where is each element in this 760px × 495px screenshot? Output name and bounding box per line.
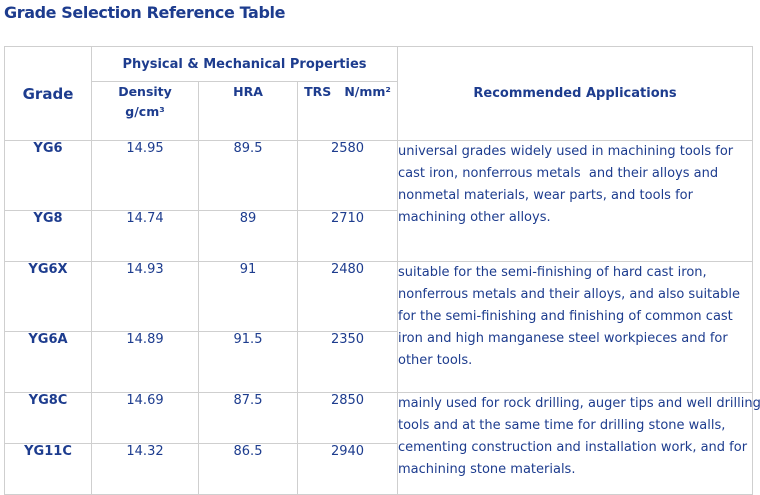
- application-line: for the semi-finishing and finishing of …: [398, 309, 733, 324]
- trs-cell: 2850: [297, 392, 398, 444]
- density-cell: 14.32: [91, 443, 199, 495]
- header-density-label: Density: [118, 84, 172, 99]
- trs-cell: 2480: [297, 261, 398, 332]
- application-line: iron and high manganese steel workpieces…: [398, 331, 728, 346]
- table-row: YG11C 14.32 86.5 2940: [4, 443, 753, 495]
- header-row-top: Grade Physical & Mechanical Properties R…: [4, 46, 753, 141]
- header-grade: Grade: [4, 46, 92, 141]
- application-line: machining stone materials.: [398, 462, 576, 477]
- header-applications: Recommended Applications: [397, 46, 753, 141]
- header-properties-group: Physical & Mechanical Properties: [91, 46, 398, 82]
- density-cell: 14.89: [91, 331, 199, 393]
- page-title: Grade Selection Reference Table: [4, 3, 286, 22]
- grade-cell: YG6X: [4, 261, 92, 332]
- hra-cell: 91.5: [198, 331, 298, 393]
- applications-cell: universal grades widely used in machinin…: [397, 140, 753, 262]
- table-row: YG8 14.74 89 2710: [4, 210, 753, 262]
- application-line: other tools.: [398, 353, 473, 368]
- trs-cell: 2350: [297, 331, 398, 393]
- hra-cell: 89: [198, 210, 298, 262]
- applications-cell: mainly used for rock drilling, auger tip…: [397, 392, 760, 495]
- applications-cell: suitable for the semi-finishing of hard …: [397, 261, 753, 393]
- application-line: suitable for the semi-finishing of hard …: [398, 265, 707, 280]
- grade-table: Grade Physical & Mechanical Properties R…: [4, 46, 760, 495]
- grade-cell: YG11C: [4, 443, 92, 495]
- density-cell: 14.74: [91, 210, 199, 262]
- density-cell: 14.95: [91, 140, 199, 211]
- application-line: cementing construction and installation …: [398, 440, 748, 455]
- header-row-sub: Density g/cm³ HRA TRS N/mm²: [5, 81, 753, 141]
- table-row: YG6X 14.93 91 2480 suitable for the semi…: [4, 261, 753, 393]
- table-row: YG6 14.95 89.5 2580 universal grades wid…: [4, 140, 753, 262]
- application-line: cast iron, nonferrous metals and their a…: [398, 166, 719, 181]
- table-row: YG8C 14.69 87.5 2850 mainly used for roc…: [4, 392, 760, 495]
- application-line: nonferrous metals and their alloys, and …: [398, 287, 740, 302]
- hra-cell: 87.5: [198, 392, 298, 444]
- density-cell: 14.93: [91, 261, 199, 332]
- header-density-unit: g/cm³: [125, 104, 165, 119]
- grade-cell: YG8C: [4, 392, 92, 444]
- trs-cell: 2940: [297, 443, 398, 495]
- trs-cell: 2580: [297, 140, 398, 211]
- header-hra: HRA: [198, 81, 298, 141]
- grade-cell: YG6: [4, 140, 92, 211]
- hra-cell: 86.5: [198, 443, 298, 495]
- application-line: tools and at the same time for drilling …: [398, 418, 726, 433]
- header-density: Density g/cm³: [91, 81, 199, 141]
- trs-cell: 2710: [297, 210, 398, 262]
- density-cell: 14.69: [91, 392, 199, 444]
- application-line: universal grades widely used in machinin…: [398, 144, 734, 159]
- header-trs: TRS N/mm²: [297, 81, 398, 141]
- application-line: mainly used for rock drilling, auger tip…: [398, 396, 760, 411]
- grade-cell: YG8: [4, 210, 92, 262]
- hra-cell: 89.5: [198, 140, 298, 211]
- table-row: YG6A 14.89 91.5 2350: [4, 331, 753, 393]
- hra-cell: 91: [198, 261, 298, 332]
- grade-cell: YG6A: [4, 331, 92, 393]
- application-line: nonmetal materials, wear parts, and tool…: [398, 188, 693, 203]
- application-line: machining other alloys.: [398, 210, 551, 225]
